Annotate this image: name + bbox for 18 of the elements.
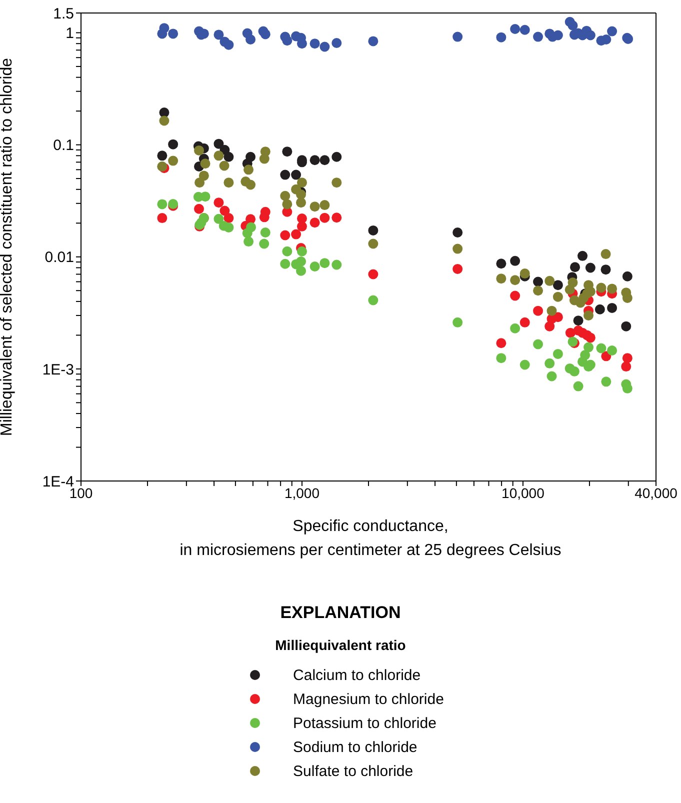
y-tick-label: 0.1 [53, 137, 74, 154]
text: EXPLANATION [280, 603, 401, 623]
y-tick-label: 1.5 [53, 5, 74, 22]
legend-label: Magnesium to chloride [293, 690, 444, 708]
legend-label: Sulfate to chloride [293, 762, 414, 780]
y-axis-title: Milliequivalent of selected constituent ratio to chloride [0, 58, 16, 436]
y-tick-label: 1E-3 [42, 361, 74, 378]
x-tick-label: 10,000 [502, 484, 545, 501]
x-tick-label: 1,000 [284, 484, 320, 501]
legend-title: Milliequivalent ratio [275, 637, 406, 653]
x-tick-label: 40,000 [634, 484, 678, 501]
x-axis-title: Specific conductance, in microsiemens per centimeter at 25 degrees Celsius [178, 517, 562, 561]
legend-label: Calcium to chloride [293, 666, 421, 684]
y-tick-label: 1 [66, 25, 74, 42]
legend-label: Sodium to chloride [293, 738, 418, 756]
legend-label: Potassium to chloride [293, 714, 436, 732]
x-tick-label: 100 [69, 484, 93, 501]
y-tick-label: 0.01 [44, 249, 74, 266]
